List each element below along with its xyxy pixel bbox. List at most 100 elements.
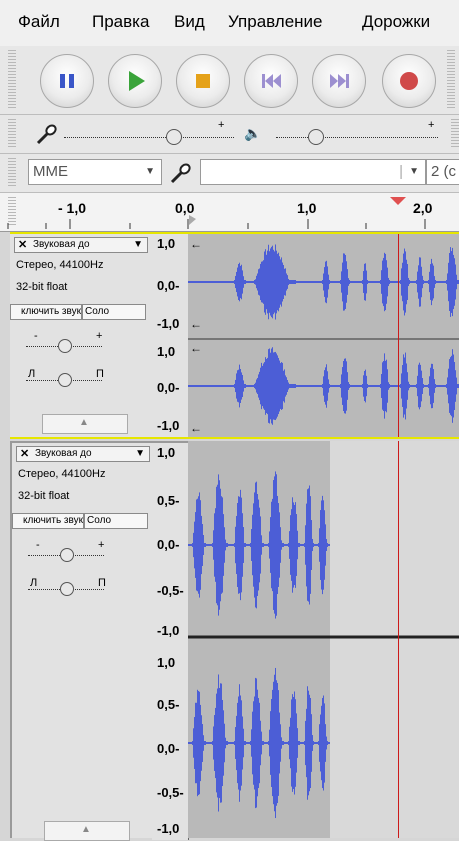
recording-device-select[interactable]: | ▼ <box>200 159 426 185</box>
chevron-down-icon[interactable]: ▼ <box>135 448 145 459</box>
waveform-sample <box>204 543 205 547</box>
skip-start-button[interactable] <box>244 54 298 108</box>
waveform-sample <box>260 367 261 405</box>
waveform-sample <box>274 352 275 420</box>
waveform-sample <box>388 382 389 390</box>
track-2-name: Звуковая до <box>35 448 92 459</box>
waveform-sample <box>194 717 195 769</box>
arrow-left-icon: ← <box>190 421 202 435</box>
waveform-sample <box>218 474 219 616</box>
waveform-sample <box>454 361 455 411</box>
waveform-sample <box>238 696 239 790</box>
waveform-sample <box>349 280 350 284</box>
waveform-sample <box>283 543 284 547</box>
waveform-sample <box>428 384 429 388</box>
waveform-sample <box>386 359 387 413</box>
menu-tracks[interactable]: Дорожки <box>362 12 431 31</box>
toolbar-grip[interactable] <box>451 119 459 149</box>
playback-volume-slider[interactable] <box>276 137 438 138</box>
record-icon <box>400 72 418 90</box>
waveform-sample <box>430 264 431 300</box>
waveform-sample <box>289 531 290 559</box>
chevron-down-icon[interactable]: ▼ <box>133 239 143 250</box>
waveform-sample <box>284 268 285 296</box>
waveform-sample <box>204 741 205 745</box>
track-1-pan-thumb[interactable] <box>58 373 72 387</box>
pause-button[interactable] <box>40 54 94 108</box>
waveform-sample <box>291 509 292 581</box>
skip-end-button[interactable] <box>312 54 366 108</box>
waveform-sample <box>192 543 193 547</box>
waveform-sample <box>213 530 214 560</box>
toolbar-grip[interactable] <box>8 197 16 227</box>
track-1-solo-button[interactable]: Соло <box>82 304 146 320</box>
waveform-sample <box>383 361 384 411</box>
waveform-sample <box>253 503 254 587</box>
waveform-sample <box>448 368 449 404</box>
menu-control[interactable]: Управление <box>228 12 323 31</box>
close-icon[interactable]: ✕ <box>18 239 28 251</box>
track-1-mute-button[interactable]: ключить звук <box>10 304 82 320</box>
waveform-sample <box>422 275 423 289</box>
menu-edit[interactable]: Правка <box>92 12 150 31</box>
waveform-sample <box>225 539 226 551</box>
toolbar-grip[interactable] <box>8 158 16 188</box>
waveform-sample <box>343 253 344 311</box>
waveform-sample <box>318 741 319 745</box>
track-2-pan-thumb[interactable] <box>60 582 74 596</box>
track-2-solo-button[interactable]: Соло <box>84 513 148 529</box>
waveform-sample <box>304 543 305 547</box>
toolbar-grip[interactable] <box>8 50 16 110</box>
stop-button[interactable] <box>176 54 230 108</box>
waveform-sample <box>267 357 268 415</box>
playback-volume-thumb[interactable] <box>308 129 324 145</box>
waveform-sample <box>446 384 447 388</box>
waveform-sample <box>195 702 196 784</box>
track-1-waveform[interactable]: ← ← ← ← <box>188 234 459 437</box>
audio-host-select[interactable]: MME ▼ <box>28 159 162 185</box>
waveform-sample <box>407 372 408 400</box>
toolbar-grip[interactable] <box>447 50 455 110</box>
waveform-sample <box>273 480 274 610</box>
waveform-sample <box>273 681 274 805</box>
record-volume-thumb[interactable] <box>166 129 182 145</box>
minus-icon: - <box>36 539 40 551</box>
waveform-sample <box>253 701 254 785</box>
menu-view[interactable]: Вид <box>174 12 205 31</box>
waveform-sample <box>252 711 253 775</box>
waveform-sample <box>452 247 453 317</box>
track-1-gain-thumb[interactable] <box>58 339 72 353</box>
record-button[interactable] <box>382 54 436 108</box>
waveform-sample <box>270 517 271 573</box>
track-2-waveform[interactable] <box>188 441 459 838</box>
waveform-sample <box>365 263 366 301</box>
waveform-sample <box>362 384 363 388</box>
ruler-label: 2,0 <box>413 200 433 216</box>
track-2-collapse-button[interactable]: ▲ <box>44 821 130 841</box>
waveform-sample <box>326 364 327 408</box>
record-volume-slider[interactable] <box>64 137 234 138</box>
menu-file[interactable]: Файл <box>18 12 60 31</box>
track-1-collapse-button[interactable]: ▲ <box>42 414 128 434</box>
waveform-sample <box>241 264 242 300</box>
waveform-sample <box>344 358 345 414</box>
waveform-sample <box>262 261 263 303</box>
waveform-sample <box>295 280 296 284</box>
close-icon[interactable]: ✕ <box>20 448 30 460</box>
waveform-sample <box>328 274 329 290</box>
waveform-sample <box>224 527 225 563</box>
waveform-sample <box>262 543 263 547</box>
track-2-gain-thumb[interactable] <box>60 548 74 562</box>
waveform-sample <box>257 273 258 291</box>
toolbar-grip[interactable] <box>8 119 16 149</box>
track-1-title-bar[interactable]: ✕ Звуковая до ▼ <box>14 237 148 253</box>
waveform-sample <box>294 280 295 284</box>
waveform-sample <box>419 362 420 410</box>
track-2-mute-button[interactable]: ключить звук <box>12 513 84 529</box>
play-button[interactable] <box>108 54 162 108</box>
waveform-sample <box>212 741 213 745</box>
track-2-title-bar[interactable]: ✕ Звуковая до ▼ <box>16 446 150 462</box>
timeline-ruler[interactable]: - 1,0 0,0 1,0 2,0 <box>0 193 459 232</box>
waveform-sample <box>283 264 284 300</box>
channels-select[interactable]: 2 (с <box>426 159 459 185</box>
